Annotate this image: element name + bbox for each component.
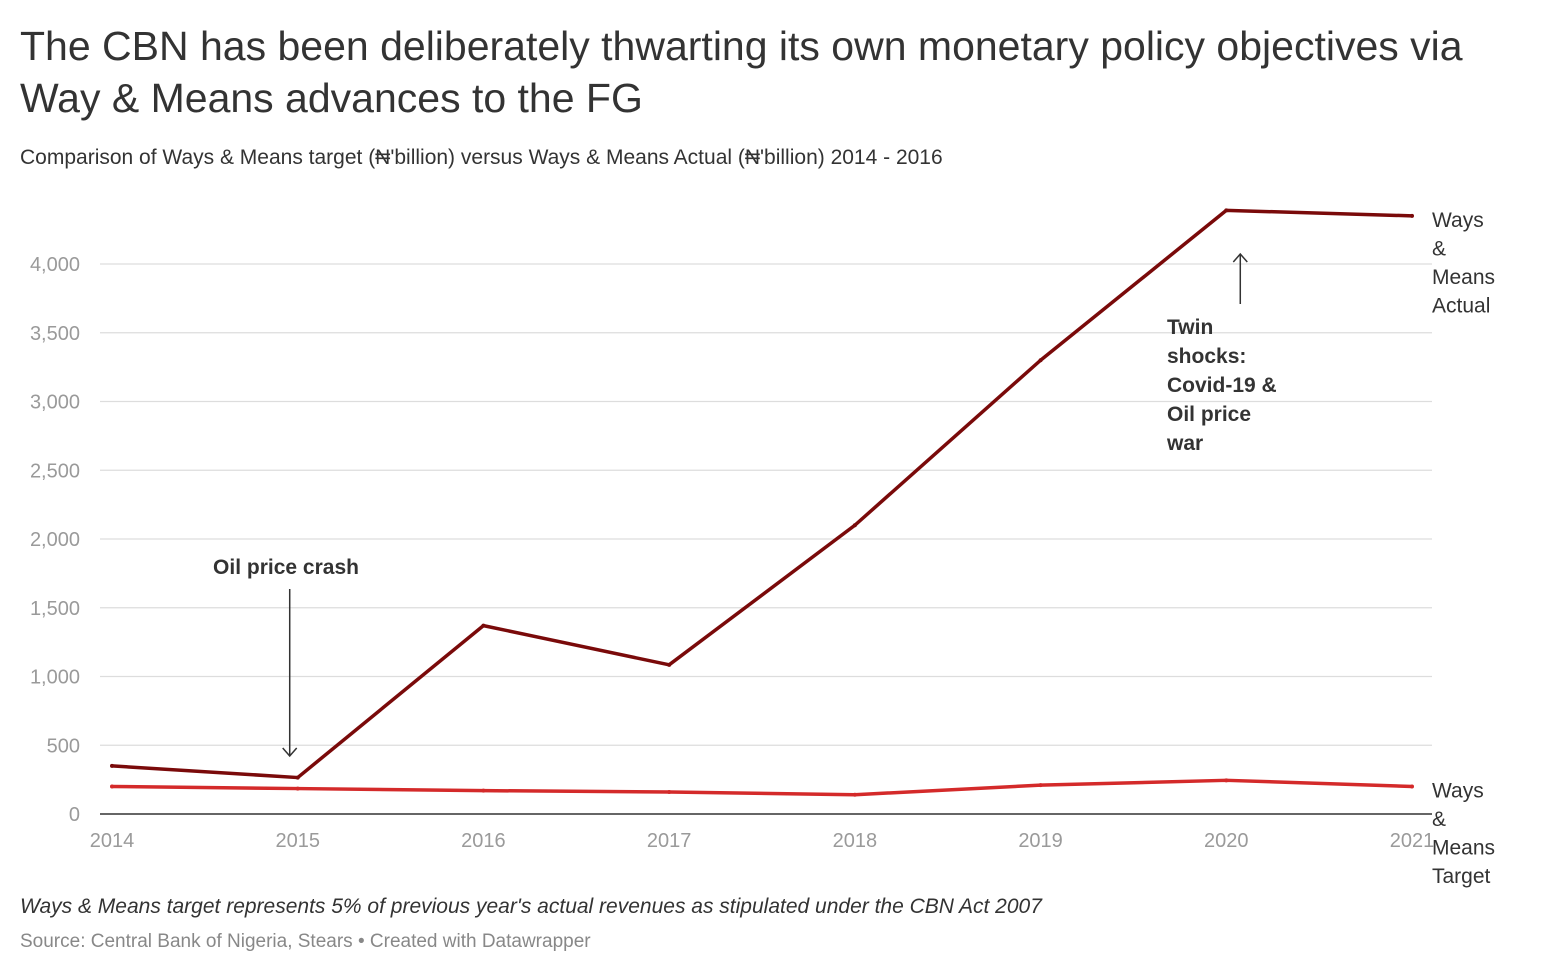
annotation-twin-shocks: war bbox=[1166, 432, 1203, 455]
actual-series-label: & bbox=[1432, 237, 1446, 260]
annotation-arrow-head bbox=[1232, 252, 1248, 263]
x-tick-label: 2021 bbox=[1390, 830, 1435, 852]
actual-series-label: Means bbox=[1432, 266, 1495, 289]
actual-data-point bbox=[295, 775, 300, 780]
x-tick-label: 2020 bbox=[1204, 830, 1249, 852]
annotation-twin-shocks: shocks: bbox=[1167, 345, 1246, 368]
target-series-label: Means bbox=[1432, 837, 1495, 860]
actual-data-point bbox=[1224, 208, 1229, 213]
target-series-line bbox=[110, 778, 1414, 797]
series-lines bbox=[110, 208, 1414, 797]
target-data-point bbox=[667, 790, 672, 794]
x-tick-label: 2018 bbox=[833, 830, 878, 852]
annotation-twin-shocks: Twin bbox=[1167, 316, 1213, 339]
source-separator: • bbox=[352, 931, 370, 952]
target-data-point bbox=[1224, 778, 1229, 783]
y-tick-label: 1,500 bbox=[30, 598, 80, 620]
actual-series-label: Actual bbox=[1432, 294, 1490, 317]
actual-data-point bbox=[110, 763, 114, 768]
chart-subtitle: Comparison of Ways & Means target (₦'bil… bbox=[20, 146, 943, 169]
x-tick-label: 2019 bbox=[1018, 830, 1063, 852]
annotations: Oil price crash Twin shocks: Covid-19 & Oil … bbox=[213, 252, 1277, 758]
actual-data-point bbox=[1038, 358, 1043, 363]
y-tick-label: 500 bbox=[47, 735, 80, 757]
actual-series-line bbox=[110, 208, 1414, 780]
source-label: Source: Central Bank of Nigeria, Stears bbox=[20, 931, 353, 952]
gridlines bbox=[100, 263, 1432, 746]
actual-data-point bbox=[852, 523, 857, 528]
target-series-label: & bbox=[1432, 808, 1446, 831]
credit-label[interactable]: Created with Datawrapper bbox=[369, 931, 591, 952]
target-series-label: Target bbox=[1432, 865, 1491, 888]
x-tick-label: 2016 bbox=[461, 830, 506, 852]
actual-data-point bbox=[481, 623, 486, 628]
annotation-arrow-head bbox=[282, 747, 298, 758]
x-tick-label: 2014 bbox=[90, 830, 135, 852]
target-data-point bbox=[481, 788, 486, 793]
y-tick-label: 2,500 bbox=[30, 460, 80, 482]
x-tick-label: 2017 bbox=[647, 830, 692, 852]
chart-notes: Ways & Means target represents 5% of pre… bbox=[20, 895, 1042, 918]
annotation-oil-price-crash: Oil price crash bbox=[213, 556, 359, 579]
chart-title: The CBN has been deliberately thwarting … bbox=[20, 23, 1463, 121]
y-tick-label: 2,000 bbox=[30, 529, 80, 551]
target-data-point bbox=[1038, 783, 1043, 788]
x-axis-ticks: 2014 2015 2016 2017 2018 2019 2020 2021 bbox=[90, 830, 1435, 852]
actual-data-point bbox=[667, 662, 672, 667]
y-tick-label: 1,000 bbox=[30, 667, 80, 689]
y-tick-label: 3,500 bbox=[30, 323, 80, 345]
annotation-twin-shocks: Oil price bbox=[1167, 403, 1251, 426]
target-data-point bbox=[295, 786, 300, 791]
target-data-point bbox=[852, 792, 857, 797]
annotation-twin-shocks: Covid-19 & bbox=[1167, 374, 1277, 397]
actual-data-point bbox=[1410, 213, 1414, 218]
y-tick-label: 4,000 bbox=[30, 254, 80, 276]
y-tick-label: 0 bbox=[69, 804, 80, 826]
target-series-label: Ways bbox=[1432, 780, 1484, 803]
target-data-point bbox=[1410, 784, 1414, 789]
series-labels: Ways & Means Actual Ways & Means Target bbox=[1432, 209, 1495, 888]
x-tick-label: 2015 bbox=[275, 830, 320, 852]
chart-source: Source: Central Bank of Nigeria, Stears … bbox=[20, 931, 591, 953]
target-data-point bbox=[110, 784, 114, 789]
actual-series-label: Ways bbox=[1432, 209, 1484, 232]
y-axis-ticks: 0 500 1,000 1,500 2,000 2,500 3,000 3,500 4,000 bbox=[30, 254, 80, 826]
y-tick-label: 3,000 bbox=[30, 392, 80, 414]
